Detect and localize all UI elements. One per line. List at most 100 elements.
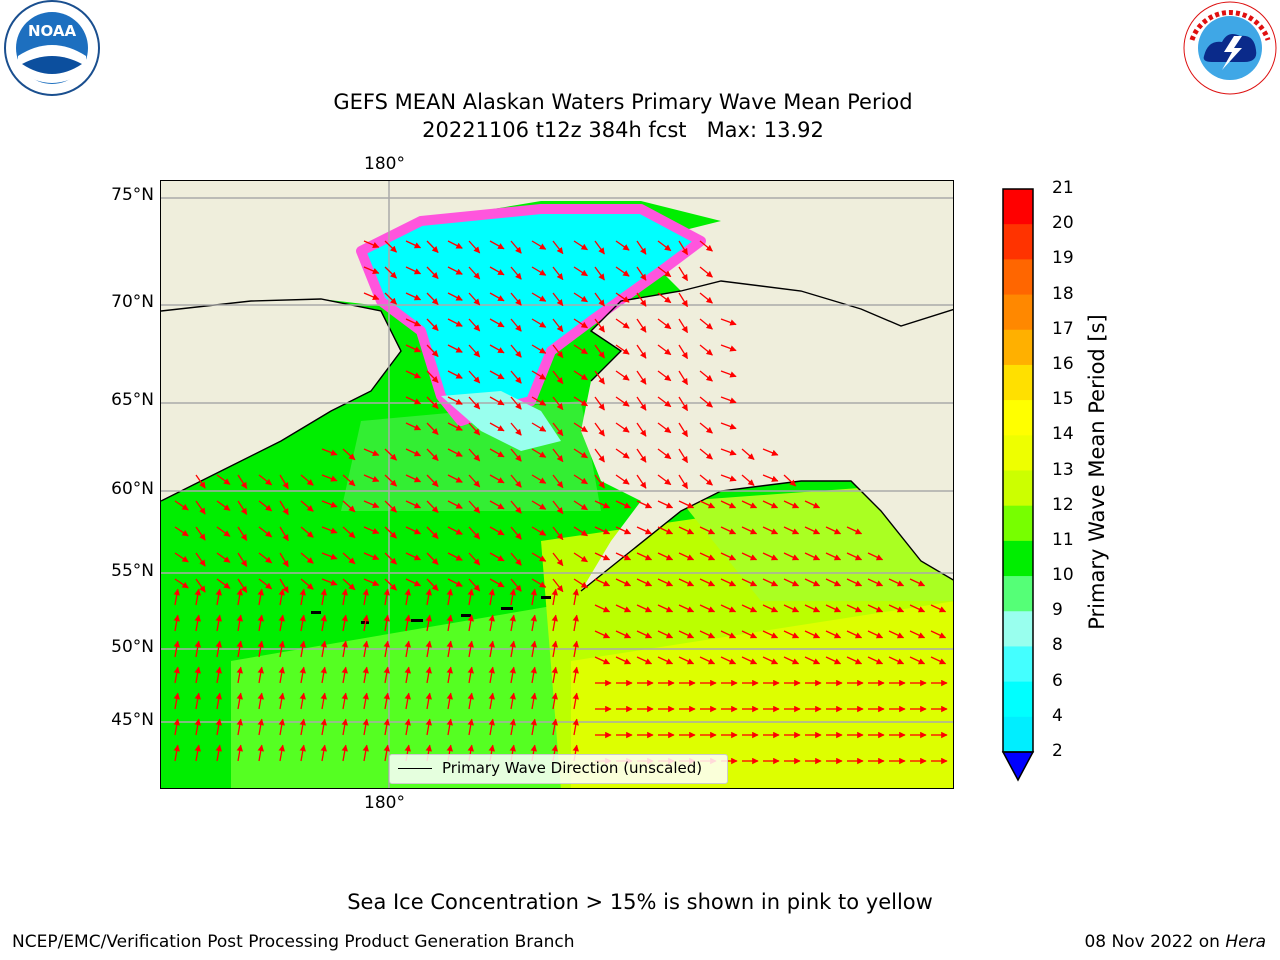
wave-arrow (594, 422, 605, 437)
wave-arrow (321, 552, 338, 560)
wave-arrow (405, 448, 422, 457)
wave-arrow (447, 344, 463, 353)
wave-arrow (342, 500, 356, 513)
map-panel: Primary Wave Direction (unscaled) (160, 180, 954, 789)
colorbar-tick-label: 20 (1052, 213, 1074, 234)
wave-arrow (699, 370, 713, 382)
wave-arrow (720, 500, 737, 509)
colorbar-band (1003, 329, 1033, 366)
plot-title: GEFS MEAN Alaskan Waters Primary Wave Me… (333, 90, 913, 114)
wave-arrow (636, 500, 653, 509)
credit-right: 08 Nov 2022 on Hera (1084, 932, 1266, 952)
wave-arrow (510, 474, 522, 488)
wave-arrow (237, 500, 248, 515)
wave-arrow (215, 614, 222, 632)
wave-arrow (278, 692, 285, 710)
wave-arrow (383, 718, 390, 736)
wave-arrow (804, 500, 821, 509)
wave-arrow (258, 578, 273, 590)
wave-arrow (552, 552, 564, 567)
wave-arrow (783, 474, 797, 487)
wave-arrow (530, 588, 537, 606)
wave-arrow (320, 744, 327, 762)
wave-arrow (342, 474, 356, 487)
wave-arrow (468, 370, 481, 384)
wave-arrow (404, 718, 411, 736)
wave-arrow (447, 474, 463, 483)
wave-arrow (552, 474, 564, 489)
wave-arrow (257, 614, 264, 632)
wave-arrow (531, 526, 547, 536)
wave-arrow (404, 692, 411, 710)
wave-arrow (741, 604, 758, 613)
wave-arrow (173, 718, 180, 736)
wave-arrow (552, 266, 564, 281)
wave-arrow (615, 474, 630, 485)
colorbar-tick-label: 15 (1052, 389, 1074, 410)
wave-arrow (363, 266, 380, 274)
wave-arrow (930, 630, 947, 639)
wave-arrow (636, 370, 647, 385)
wave-arrow (446, 588, 453, 606)
wave-arrow (531, 292, 547, 302)
wave-arrow (657, 500, 674, 509)
wave-arrow (405, 578, 422, 587)
wave-arrow (867, 656, 884, 665)
wave-arrow (174, 500, 189, 511)
wave-arrow (530, 718, 537, 736)
wave-arrow (762, 552, 779, 561)
wave-arrow (237, 526, 248, 541)
wave-arrow (468, 578, 481, 592)
wave-arrow (384, 448, 397, 461)
wave-arrow (657, 240, 672, 252)
wave-arrow (488, 692, 495, 710)
wave-arrow (510, 370, 522, 384)
plot-subtitle: 20221106 t12z 384h fcst Max: 13.92 (422, 118, 824, 142)
wave-arrow (699, 292, 713, 304)
wave-arrow (215, 692, 222, 710)
wave-arrow (173, 640, 180, 658)
colorbar-band (1003, 224, 1033, 260)
wave-arrow (257, 666, 264, 684)
wave-arrow (362, 744, 369, 762)
wave-arrow (552, 578, 564, 593)
wave-arrow (488, 588, 495, 606)
colorbar-band (1003, 505, 1033, 542)
wave-arrow (173, 744, 180, 762)
wave-arrow (383, 614, 390, 632)
wave-arrow (446, 692, 453, 710)
wave-arrow (426, 344, 439, 357)
legend-label: Primary Wave Direction (unscaled) (442, 759, 703, 777)
wave-arrow (279, 552, 289, 568)
wave-arrow (678, 604, 695, 613)
wave-arrow (678, 318, 689, 334)
wave-arrow (846, 604, 863, 613)
wave-arrow (194, 744, 201, 762)
wave-arrow (342, 578, 356, 591)
wave-arrow (426, 578, 439, 591)
sea-ice-area (356, 204, 706, 426)
wave-arrow (404, 614, 411, 632)
wave-arrow (236, 640, 243, 658)
wave-arrow (888, 630, 905, 639)
wave-arrow (594, 448, 605, 463)
wave-arrow (551, 588, 558, 606)
colorbar-band (1003, 435, 1033, 471)
wave-arrow (405, 292, 422, 301)
wave-arrow (804, 552, 821, 561)
wave-arrow (489, 266, 505, 276)
colorbar-tick-label: 16 (1052, 353, 1074, 374)
wave-arrow (426, 448, 439, 461)
wave-arrow (195, 578, 206, 593)
wave-arrow (678, 448, 689, 464)
wave-arrow (741, 630, 758, 639)
wave-arrow (341, 692, 348, 710)
nws-logo (1183, 1, 1277, 95)
wave-arrow (699, 552, 716, 561)
wave-arrow (825, 630, 842, 639)
wave-arrow (615, 422, 630, 433)
wave-arrow (741, 500, 758, 509)
wave-arrow (468, 396, 481, 410)
wave-arrow (300, 500, 314, 512)
wave-arrow (488, 666, 495, 684)
